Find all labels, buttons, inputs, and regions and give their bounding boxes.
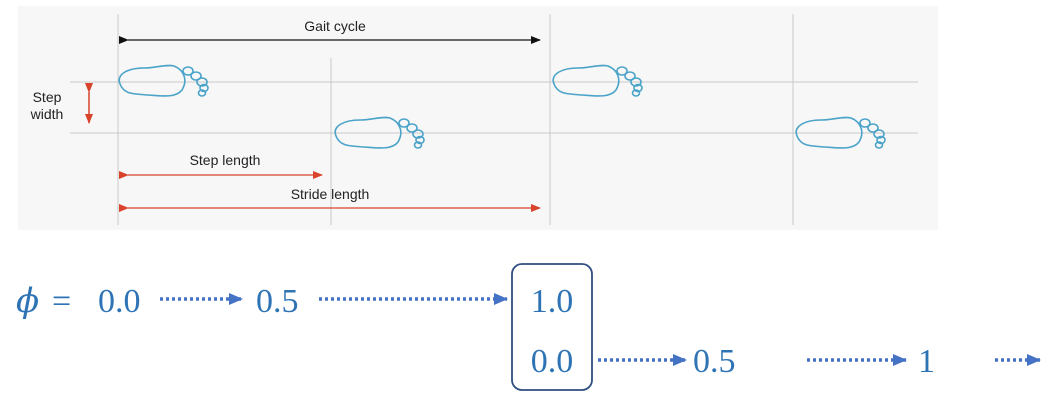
phase-row1-value-2: 0.5 <box>256 283 299 320</box>
footprint-icon <box>552 64 643 97</box>
phase-row2-value-3: 1 <box>918 343 935 380</box>
step-length-label: Step length <box>190 152 261 168</box>
gait-cycle-label: Gait cycle <box>304 18 366 34</box>
stride-length-label: Stride length <box>291 186 370 202</box>
phase-equals: = <box>52 283 71 320</box>
step-width-label-line1: Step <box>33 89 62 105</box>
gait-grid <box>70 14 918 225</box>
phase-row2-value-2: 0.5 <box>693 343 736 380</box>
phase-reset-box <box>511 263 593 391</box>
phase-row2-value-1: 0.0 <box>531 343 574 380</box>
footprint-icon <box>795 116 886 149</box>
footprint-icon <box>334 116 425 149</box>
phase-symbol: ϕ <box>16 281 39 321</box>
step-width-label-line2: width <box>30 106 64 122</box>
phase-row1-value-3: 1.0 <box>531 283 574 320</box>
footprint-icon <box>118 64 209 97</box>
phase-row1-value-1: 0.0 <box>98 283 141 320</box>
